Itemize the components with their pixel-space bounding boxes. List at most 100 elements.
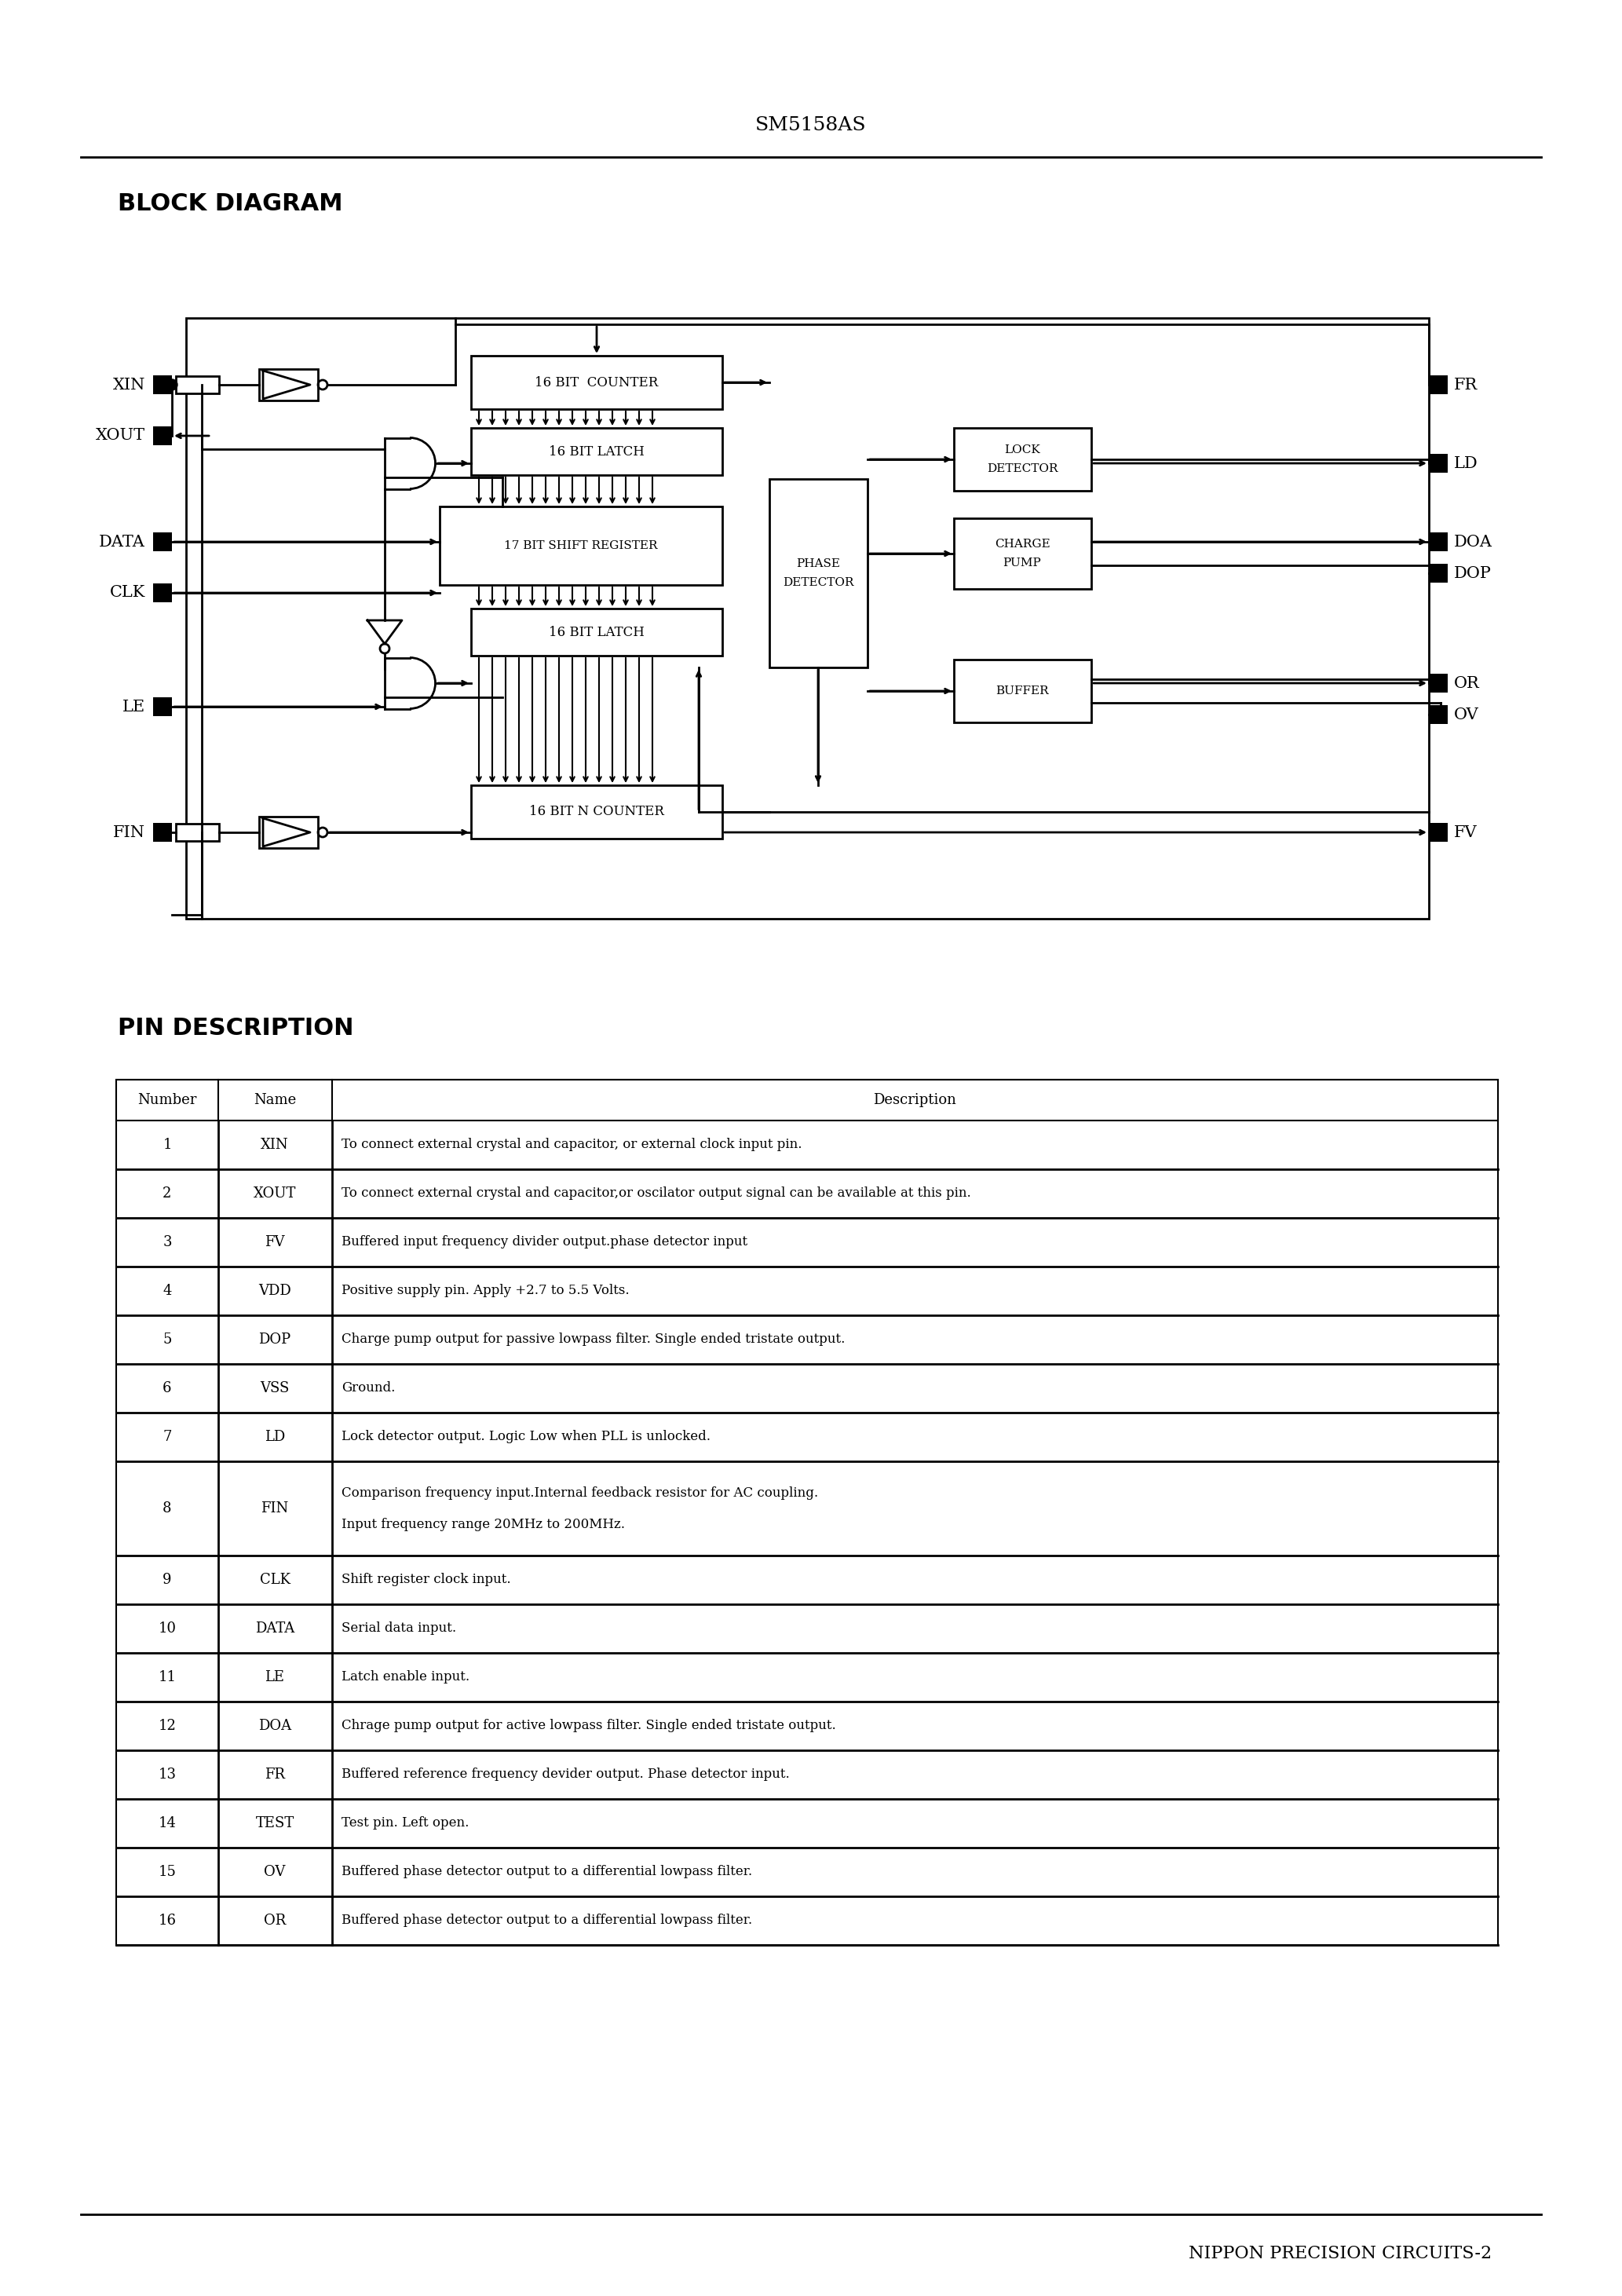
Text: CLK: CLK: [110, 585, 146, 599]
Text: PIN DESCRIPTION: PIN DESCRIPTION: [118, 1017, 354, 1040]
Text: TEST: TEST: [255, 1816, 294, 1830]
Text: DATA: DATA: [255, 1621, 295, 1635]
Text: LD: LD: [264, 1430, 285, 1444]
Text: To connect external crystal and capacitor, or external clock input pin.: To connect external crystal and capacito…: [342, 1139, 801, 1153]
Text: Buffered input frequency divider output.phase detector input: Buffered input frequency divider output.…: [342, 1235, 748, 1249]
Text: Name: Name: [253, 1093, 297, 1107]
Text: 5: 5: [162, 1332, 172, 1348]
Text: Lock detector output. Logic Low when PLL is unlocked.: Lock detector output. Logic Low when PLL…: [342, 1430, 710, 1444]
Text: LD: LD: [1453, 457, 1478, 471]
Text: 15: 15: [159, 1864, 177, 1878]
Bar: [152, 374, 172, 395]
Text: To connect external crystal and capacitor,or oscilator output signal can be avai: To connect external crystal and capacito…: [342, 1187, 972, 1201]
Text: 4: 4: [162, 1283, 172, 1297]
Text: XOUT: XOUT: [253, 1187, 297, 1201]
Bar: [152, 427, 172, 445]
Text: Number: Number: [138, 1093, 196, 1107]
Text: Serial data input.: Serial data input.: [342, 1621, 456, 1635]
Bar: [470, 608, 722, 657]
Text: BLOCK DIAGRAM: BLOCK DIAGRAM: [118, 193, 342, 216]
Text: 7: 7: [162, 1430, 172, 1444]
Text: DETECTOR: DETECTOR: [986, 464, 1058, 475]
Bar: [152, 583, 172, 602]
Text: 11: 11: [159, 1669, 177, 1685]
Text: 10: 10: [159, 1621, 177, 1635]
Text: FR: FR: [1453, 377, 1478, 393]
Text: Ground.: Ground.: [342, 1382, 396, 1396]
Bar: [175, 377, 219, 393]
Text: DOA: DOA: [258, 1720, 292, 1733]
Circle shape: [167, 379, 177, 390]
Text: DOP: DOP: [1453, 565, 1492, 581]
Bar: [954, 427, 1092, 491]
Text: BUFFER: BUFFER: [996, 687, 1049, 696]
Text: 9: 9: [162, 1573, 172, 1587]
Text: OR: OR: [264, 1913, 285, 1929]
Bar: [1429, 533, 1448, 551]
Text: 12: 12: [159, 1720, 177, 1733]
Bar: [260, 370, 318, 400]
Bar: [1429, 822, 1448, 843]
Text: Chrage pump output for active lowpass filter. Single ended tristate output.: Chrage pump output for active lowpass fi…: [342, 1720, 835, 1733]
Text: 16 BIT  COUNTER: 16 BIT COUNTER: [535, 377, 659, 388]
Text: 1: 1: [162, 1139, 172, 1153]
Text: Buffered phase detector output to a differential lowpass filter.: Buffered phase detector output to a diff…: [342, 1915, 753, 1926]
Text: PHASE: PHASE: [796, 558, 840, 569]
Text: 14: 14: [159, 1816, 177, 1830]
Text: FV: FV: [1453, 824, 1478, 840]
Bar: [1429, 565, 1448, 583]
Text: Latch enable input.: Latch enable input.: [342, 1671, 470, 1683]
Bar: [152, 822, 172, 843]
Bar: [260, 817, 318, 847]
Bar: [117, 1079, 1499, 1120]
Bar: [1429, 673, 1448, 693]
Text: LE: LE: [264, 1669, 284, 1685]
Text: Positive supply pin. Apply +2.7 to 5.5 Volts.: Positive supply pin. Apply +2.7 to 5.5 V…: [342, 1283, 629, 1297]
Bar: [175, 824, 219, 840]
Text: DETECTOR: DETECTOR: [782, 576, 853, 588]
Text: Buffered phase detector output to a differential lowpass filter.: Buffered phase detector output to a diff…: [342, 1864, 753, 1878]
Bar: [187, 319, 1429, 918]
Bar: [769, 480, 868, 668]
Text: NIPPON PRECISION CIRCUITS-2: NIPPON PRECISION CIRCUITS-2: [1189, 2245, 1492, 2262]
Bar: [1429, 705, 1448, 723]
Text: FIN: FIN: [114, 824, 146, 840]
Text: Charge pump output for passive lowpass filter. Single ended tristate output.: Charge pump output for passive lowpass f…: [342, 1334, 845, 1345]
Text: OR: OR: [1453, 675, 1479, 691]
Bar: [954, 659, 1092, 723]
Text: 16 BIT LATCH: 16 BIT LATCH: [548, 625, 644, 638]
Text: VDD: VDD: [258, 1283, 292, 1297]
Text: 2: 2: [162, 1187, 172, 1201]
Text: CLK: CLK: [260, 1573, 290, 1587]
Text: Buffered reference frequency devider output. Phase detector input.: Buffered reference frequency devider out…: [342, 1768, 790, 1782]
Bar: [117, 1079, 1499, 1945]
Text: XOUT: XOUT: [96, 429, 146, 443]
Bar: [152, 533, 172, 551]
Text: PUMP: PUMP: [1002, 558, 1041, 569]
Text: FR: FR: [264, 1768, 285, 1782]
Text: OV: OV: [264, 1864, 285, 1878]
Text: 16 BIT LATCH: 16 BIT LATCH: [548, 445, 644, 459]
Text: SM5158AS: SM5158AS: [756, 117, 866, 135]
Bar: [152, 698, 172, 716]
Text: XIN: XIN: [261, 1139, 289, 1153]
Text: Input frequency range 20MHz to 200MHz.: Input frequency range 20MHz to 200MHz.: [342, 1518, 624, 1531]
Text: FIN: FIN: [261, 1502, 289, 1515]
Text: 3: 3: [162, 1235, 172, 1249]
Text: 17 BIT SHIFT REGISTER: 17 BIT SHIFT REGISTER: [504, 540, 657, 551]
Text: Shift register clock input.: Shift register clock input.: [342, 1573, 511, 1587]
Text: Comparison frequency input.Internal feedback resistor for AC coupling.: Comparison frequency input.Internal feed…: [342, 1486, 817, 1499]
Text: 13: 13: [159, 1768, 177, 1782]
Text: CHARGE: CHARGE: [994, 540, 1049, 549]
Text: XIN: XIN: [114, 377, 146, 393]
Text: DATA: DATA: [99, 535, 146, 549]
Text: Description: Description: [873, 1093, 957, 1107]
Text: LOCK: LOCK: [1004, 445, 1040, 455]
Bar: [470, 356, 722, 409]
Bar: [470, 785, 722, 838]
Text: VSS: VSS: [260, 1382, 289, 1396]
Text: FV: FV: [264, 1235, 285, 1249]
Bar: [440, 507, 722, 585]
Text: DOP: DOP: [258, 1332, 290, 1348]
Text: Test pin. Left open.: Test pin. Left open.: [342, 1816, 469, 1830]
